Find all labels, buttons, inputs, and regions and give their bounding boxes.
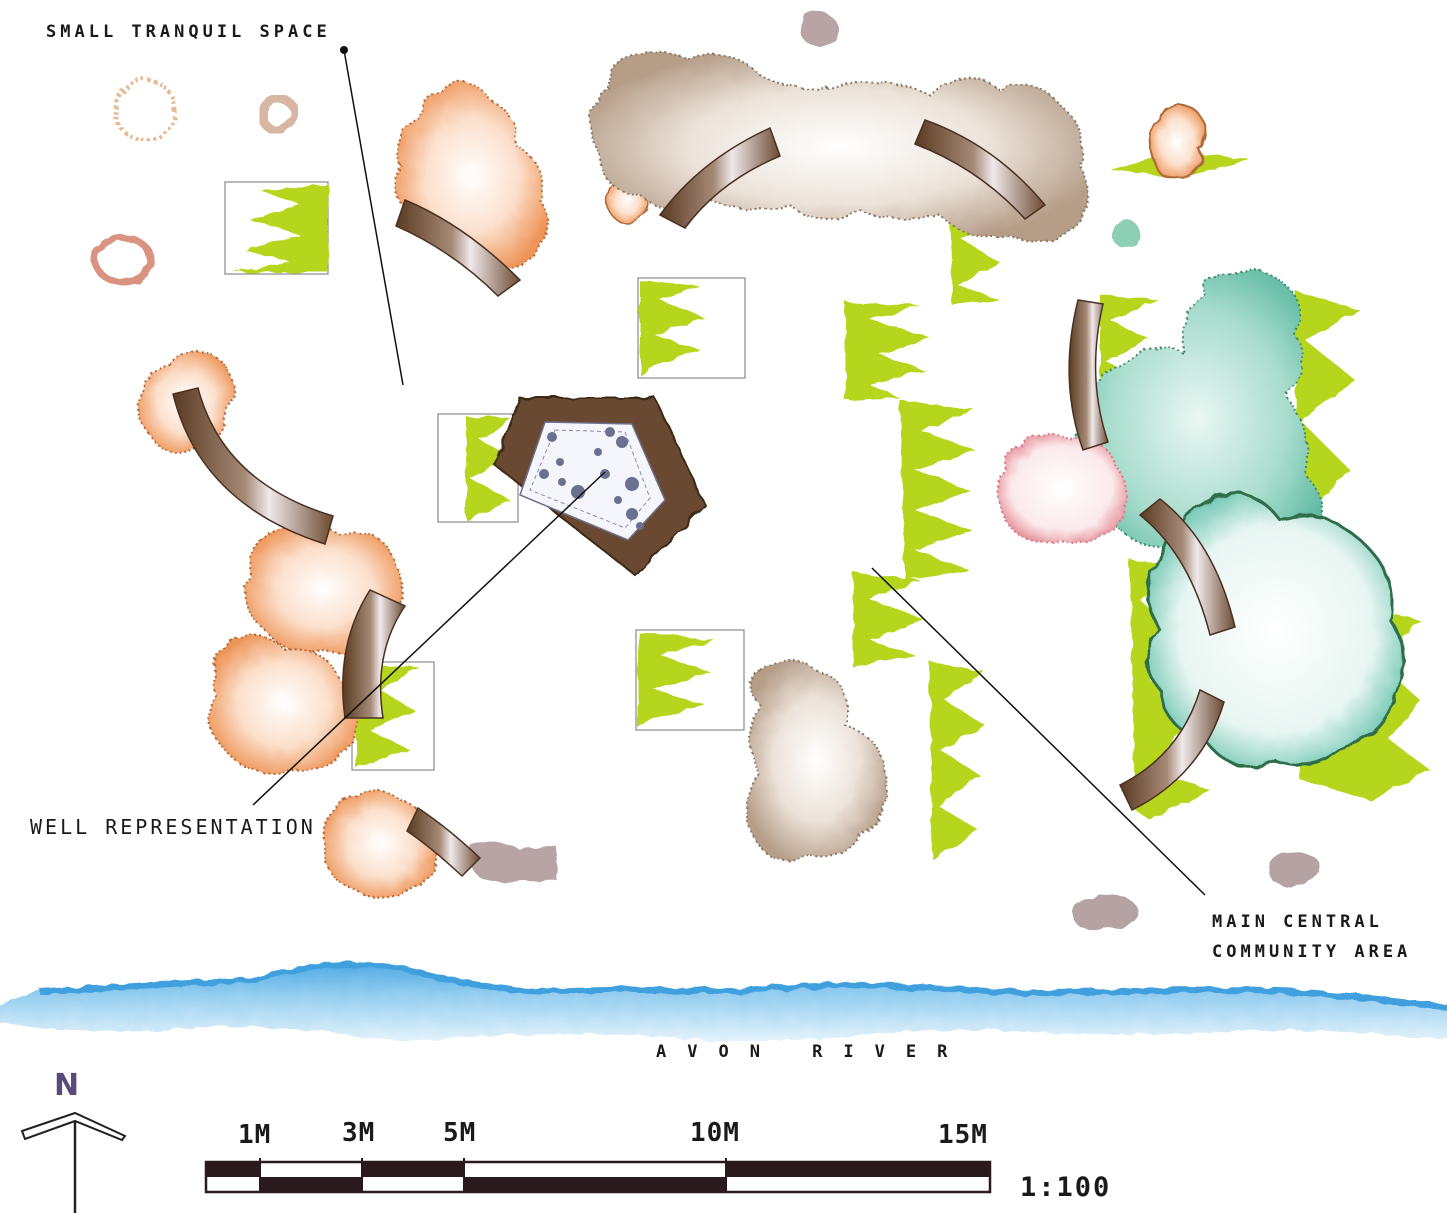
scale-ratio: 1:100: [1020, 1172, 1112, 1203]
shrub-outline-top-left: [113, 78, 177, 142]
bench-curved-right-lower: [1119, 688, 1225, 812]
label-well-representation: WELL REPRESENTATION: [30, 815, 316, 839]
tree-orange-right-small: [1148, 103, 1207, 180]
grass-bed-top-left: [224, 181, 329, 275]
bench-curved-bottom-left: [406, 806, 482, 878]
scale-tick-label: 3M: [342, 1118, 376, 1148]
scale-bar: [204, 1158, 992, 1194]
grass-strip-stepped: [845, 170, 1005, 860]
scale-tick-label: 10M: [690, 1118, 740, 1148]
boulder-top: [800, 11, 839, 47]
bench-curved-top-center: [658, 126, 781, 229]
bench-curved-left-upper: [172, 387, 334, 545]
label-small-tranquil-space: SMALL TRANQUIL SPACE: [46, 22, 331, 42]
well-pentagon: [493, 397, 707, 577]
tree-taupe-center-bottom: [745, 659, 889, 861]
tree-pink-right: [996, 432, 1129, 544]
bench-curved-top-left: [395, 199, 522, 297]
scale-tick-label: 15M: [938, 1120, 988, 1150]
well-pebbles: [539, 427, 644, 530]
bench-curved-right-upper: [1068, 299, 1109, 451]
tree-teal-right-cluster: [1071, 268, 1324, 569]
grass-bed-center-bottom: [635, 629, 745, 731]
leader-line-small-tranquil-space: [340, 46, 404, 386]
boulder-bottom-right-1: [1072, 894, 1139, 930]
leader-line-well-representation: [252, 471, 606, 806]
bench-curved-left-middle: [342, 589, 407, 719]
tree-orange-bottom-left: [323, 789, 439, 899]
shrub-left-ring: [91, 234, 155, 286]
shrub-teal-small: [1111, 220, 1141, 248]
leader-line-main-central-area: [871, 567, 1206, 896]
north-letter: N: [54, 1068, 80, 1103]
avon-river: [0, 961, 1447, 1041]
scale-tick-label: 5M: [443, 1118, 477, 1148]
shrub-top-left-small: [258, 94, 299, 135]
label-main-central: MAIN CENTRAL: [1212, 912, 1383, 932]
boulder-bottom-center: [469, 841, 557, 882]
tree-orange-left-lower: [208, 633, 359, 774]
grass-bed-center-top: [637, 277, 746, 379]
label-community-area: COMMUNITY AREA: [1212, 942, 1412, 962]
bench-curved-right-middle: [1138, 498, 1236, 636]
boulder-bottom-right-2: [1269, 851, 1320, 887]
bench-curved-top-right: [914, 119, 1047, 220]
north-arrow: [20, 1111, 127, 1213]
scale-tick-label: 1M: [238, 1120, 272, 1150]
label-avon-river: AVON RIVER: [656, 1042, 969, 1062]
